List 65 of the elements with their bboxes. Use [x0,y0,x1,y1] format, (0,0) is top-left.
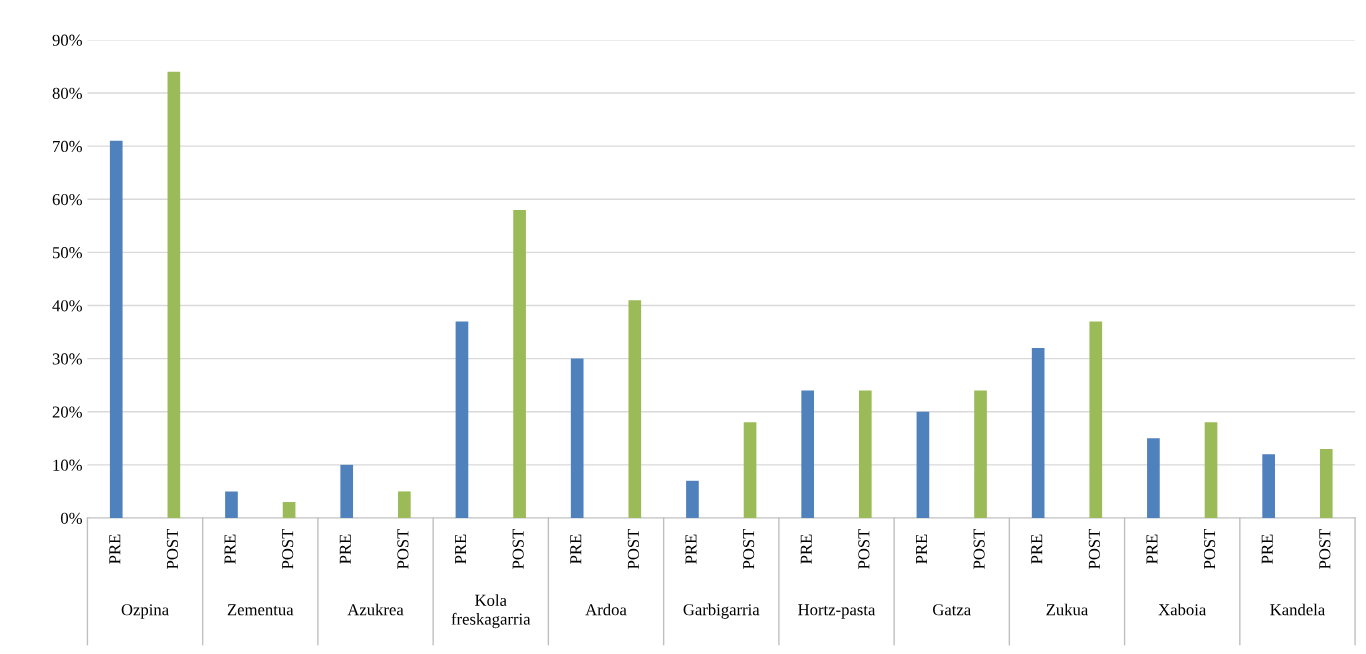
bar [398,491,411,518]
x-tick-label: Zukua [1046,603,1089,616]
text: PRE [570,534,582,564]
text: POST [166,528,179,569]
bar [225,491,238,518]
y-tick-label: 60% [52,193,82,206]
x-tick-label: Kandela [1270,603,1325,616]
bar [1319,448,1333,518]
bar [974,390,987,518]
text: PRE [685,534,697,564]
x-tick-label: Azukrea [347,603,404,616]
text: POST [1088,528,1100,569]
bar [570,358,584,518]
text: PRE [916,534,927,564]
text: PRE [1031,534,1043,564]
x-tick-label: Ozpina [121,604,169,619]
y-tick-label: 50% [52,247,82,259]
bar [858,390,872,518]
y-tick-label: 70% [53,140,82,153]
y-tick-label: 0% [60,512,82,524]
bar [1204,422,1218,518]
x-tick-label: Gatza [932,604,971,616]
text: POST [1203,528,1216,569]
y-tick-label: 10% [53,459,82,471]
text: PRE [1261,534,1273,564]
x-tick-label: Garbigarria [683,603,760,619]
text: POST [973,528,985,569]
y-tick-label: 30% [52,353,82,365]
bar [1089,321,1103,518]
text: PRE [339,534,351,564]
x-tick-label: Xaboia [1158,603,1207,616]
text: POST [858,528,870,569]
x-tick-label: Ardoa [585,603,627,616]
text: POST [512,528,524,569]
bar [628,300,642,518]
y-tick-label: 20% [52,406,82,418]
text: POST [282,528,294,569]
text: POST [397,528,409,569]
bar [1262,454,1275,518]
bar [686,480,699,518]
text: PRE [455,534,466,564]
bar [743,422,757,518]
y-tick-label: 90% [52,34,82,46]
text: POST [627,528,639,569]
text: PRE [224,534,236,564]
y-tick-label: 80% [52,87,82,100]
bar [1147,438,1160,518]
text: PRE [800,534,812,564]
text: PRE [1146,534,1158,564]
bar [1031,347,1045,518]
y-tick-label: 40% [52,300,82,312]
bar [916,411,930,518]
x-tick-label: Kola freskagarria [451,594,531,629]
bar [109,140,123,518]
x-tick-label: Zementua [227,604,294,616]
bar [801,390,815,518]
bar [455,321,469,518]
bar [167,71,181,518]
bar [282,502,296,518]
bar [340,464,354,518]
text: POST [743,528,755,569]
text: PRE [109,534,121,564]
text: POST [1319,528,1331,569]
x-tick-label: Hortz-pasta [798,604,876,619]
bar [513,209,526,518]
